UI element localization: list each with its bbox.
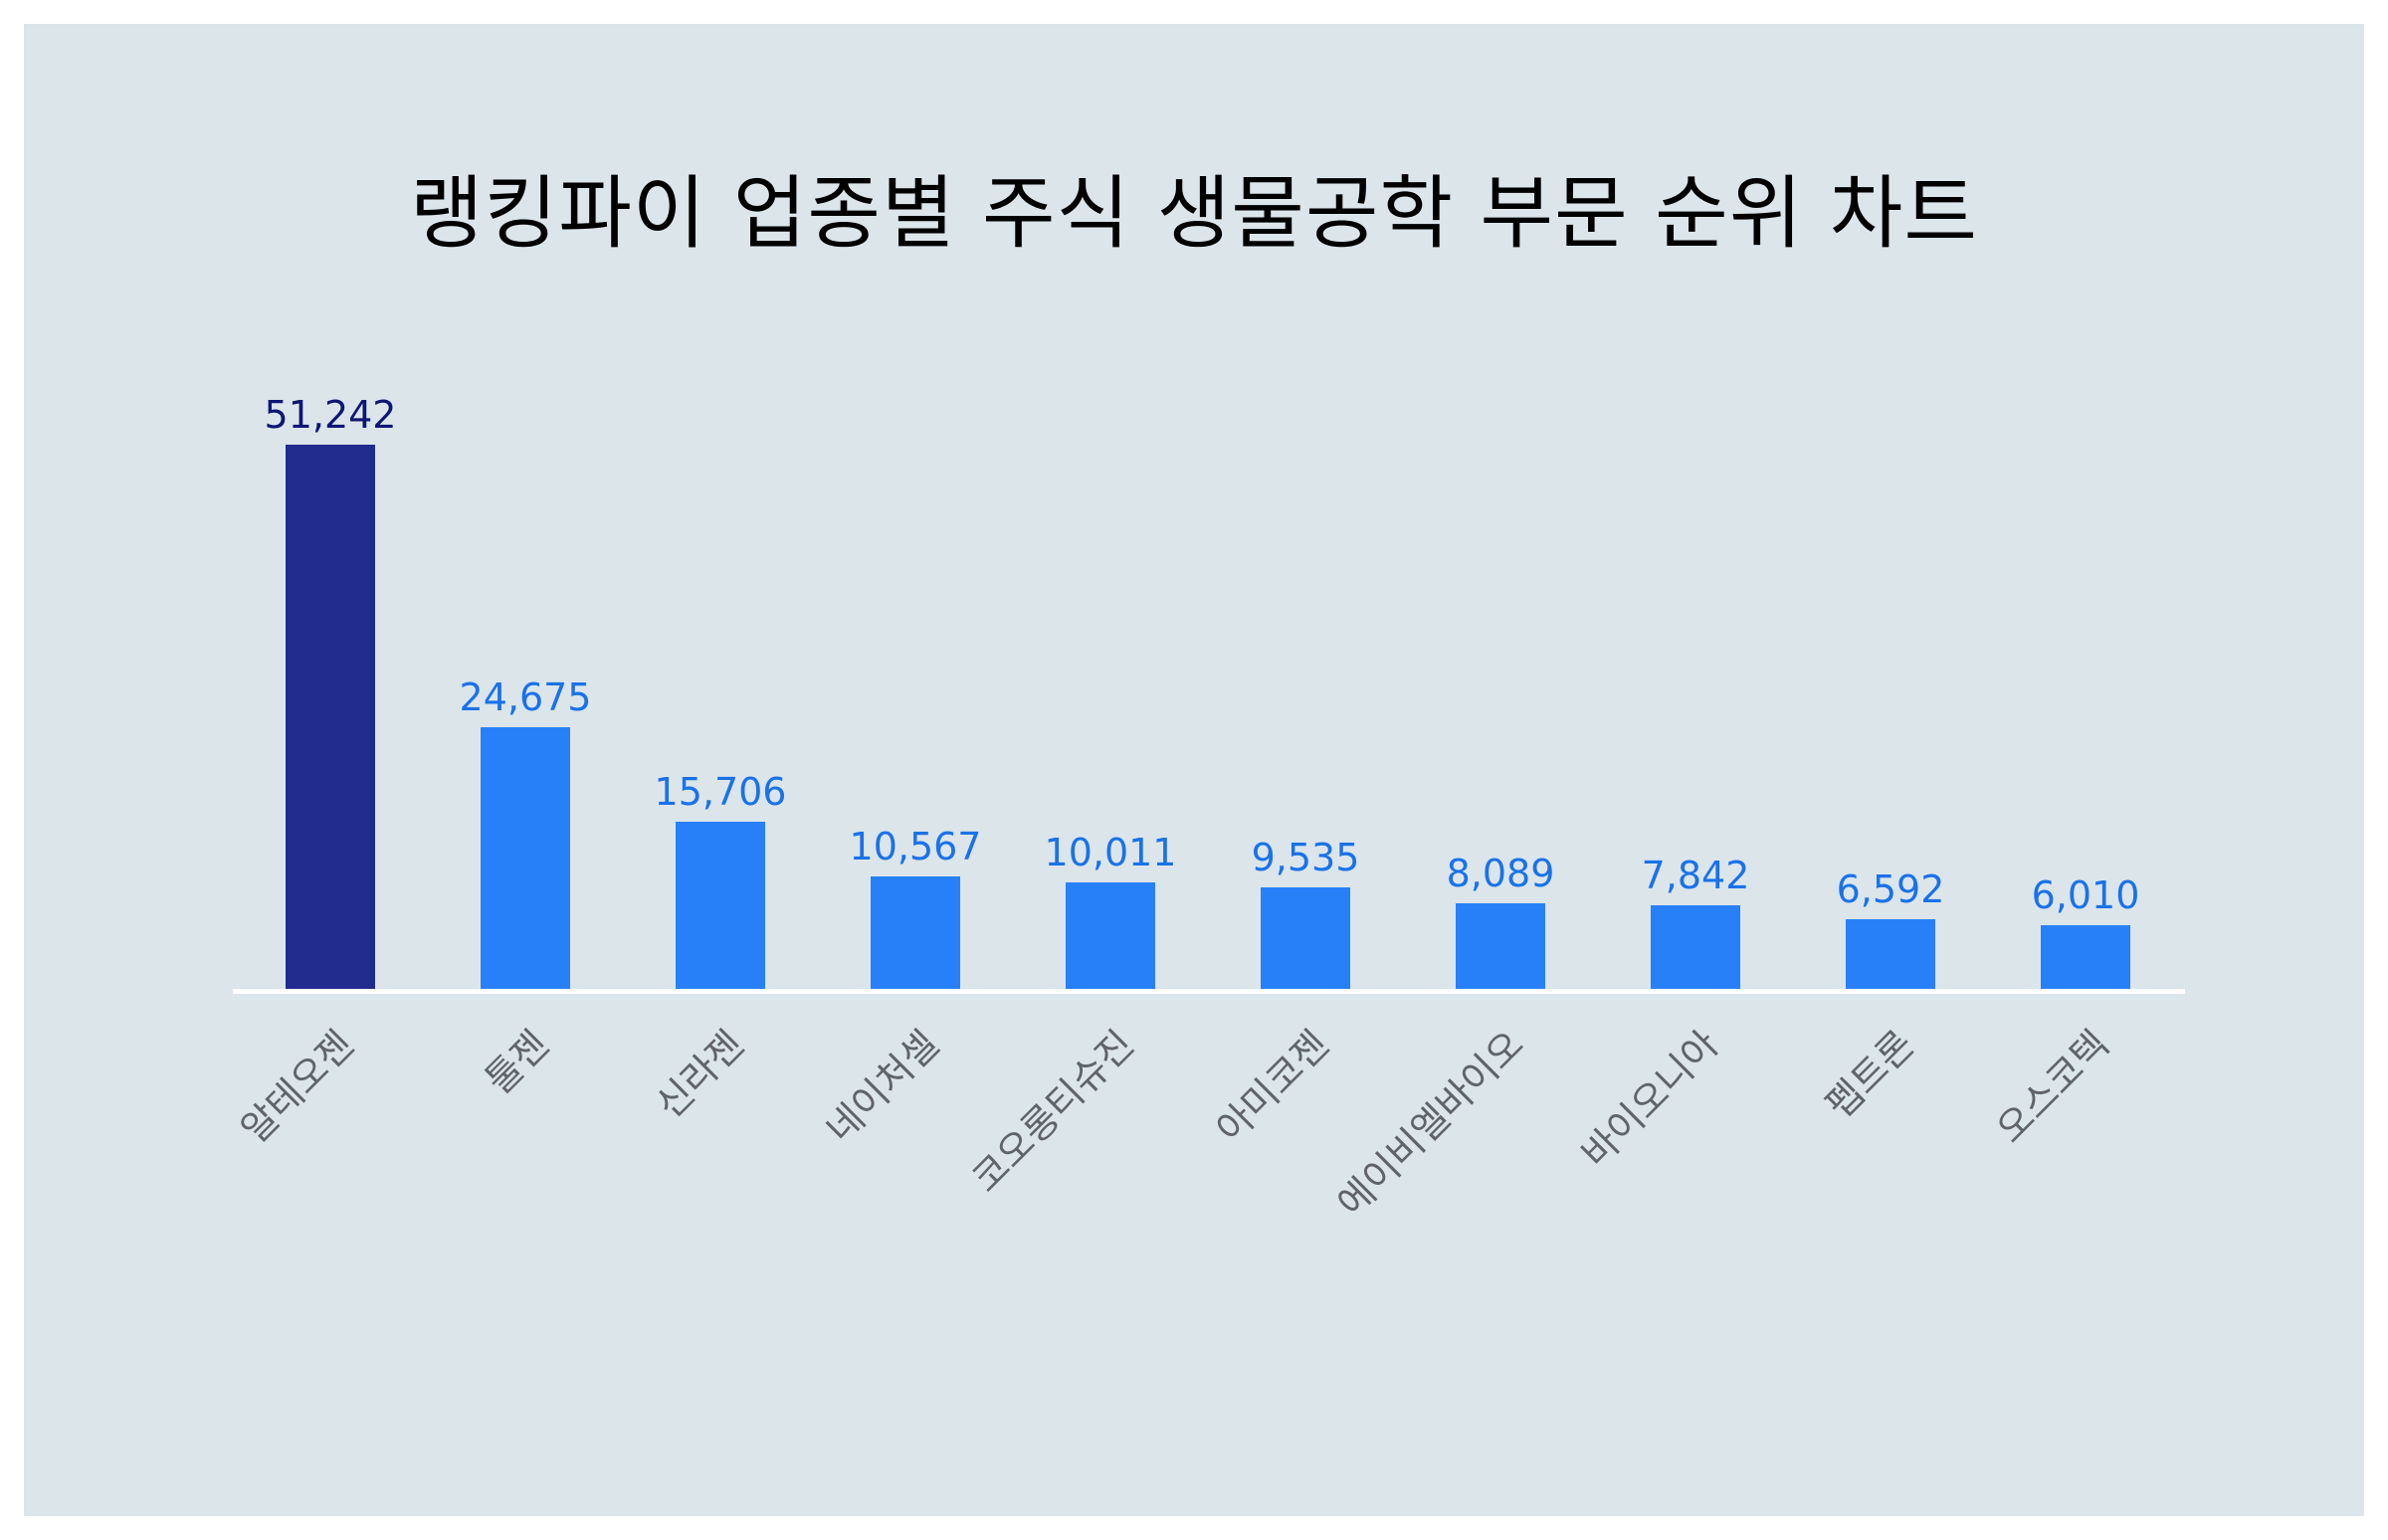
- bar-value-label: 9,535: [1251, 836, 1360, 879]
- x-tick-label: 알테오젠: [232, 1021, 362, 1151]
- bar-value-label: 7,842: [1641, 854, 1750, 897]
- bar-7: [1456, 903, 1545, 989]
- bar-value-label: 10,011: [1044, 831, 1177, 874]
- bar-value-label: 51,242: [264, 393, 397, 437]
- bar-value-label: 10,567: [849, 825, 982, 868]
- bar-2: [481, 727, 570, 989]
- x-tick-label: 펩트론: [1817, 1021, 1922, 1127]
- bar-value-label: 6,010: [2031, 873, 2140, 917]
- bar-1: [286, 445, 375, 989]
- bar-value-label: 24,675: [459, 675, 592, 719]
- bar-value-label: 6,592: [1836, 867, 1945, 911]
- bar-value-label: 8,089: [1446, 852, 1555, 895]
- x-axis-baseline: [233, 989, 2185, 994]
- x-tick-label: 오스코텍: [1987, 1021, 2117, 1151]
- chart-title: 랭킹파이 업종별 주식 생물공학 부문 순위 차트: [410, 167, 1978, 260]
- x-tick-label: 바이오니아: [1573, 1021, 1727, 1176]
- bar-5: [1066, 882, 1155, 989]
- bar-8: [1651, 905, 1740, 989]
- x-tick-label: 아미코젠: [1207, 1021, 1337, 1151]
- x-tick-label: 신라젠: [647, 1021, 752, 1127]
- x-tick-label: 코오롱티슈진: [963, 1021, 1142, 1201]
- bar-value-label: 15,706: [654, 770, 787, 814]
- bar-3: [676, 822, 765, 989]
- x-tick-label: 네이처셀: [817, 1021, 947, 1151]
- chart-background: [24, 24, 2364, 1516]
- bar-10: [2041, 925, 2130, 989]
- bar-9: [1846, 919, 1935, 989]
- x-tick-label: 에이비엘바이오: [1328, 1021, 1532, 1226]
- bar-6: [1261, 887, 1350, 989]
- x-tick-label: 툴젠: [477, 1021, 557, 1102]
- bar-4: [871, 876, 960, 989]
